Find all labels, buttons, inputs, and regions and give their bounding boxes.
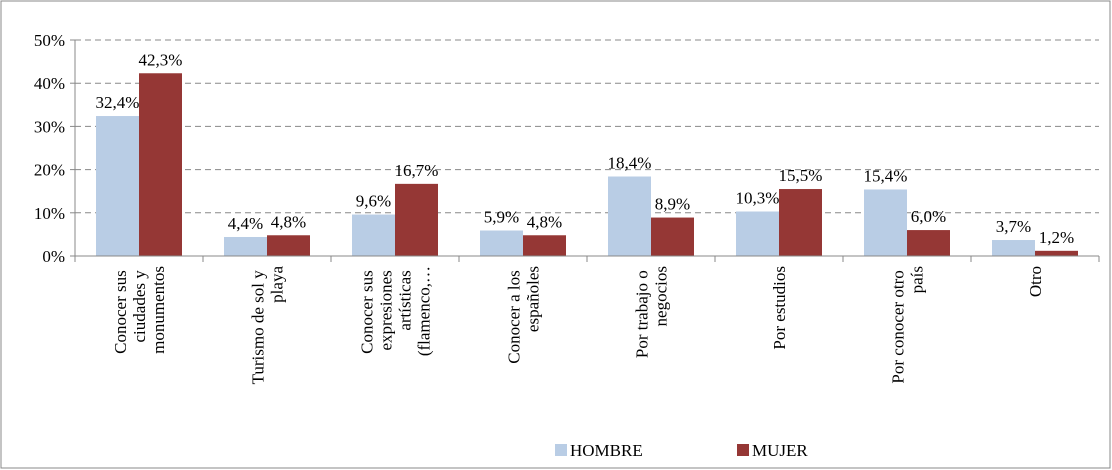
x-tick-label: Conocer sus ciudades y monumentos bbox=[111, 266, 168, 354]
value-label: 15,5% bbox=[779, 166, 823, 185]
y-tick-label: 10% bbox=[34, 204, 65, 223]
bar bbox=[395, 183, 438, 256]
value-label: 4,8% bbox=[527, 212, 562, 231]
legend-label: MUJER bbox=[752, 441, 808, 460]
value-label: 8,9% bbox=[655, 195, 690, 214]
value-label: 9,6% bbox=[356, 192, 391, 211]
bar bbox=[992, 240, 1035, 256]
value-label: 6,0% bbox=[911, 207, 946, 226]
x-tick-label: Por conocer otro país bbox=[889, 266, 927, 384]
bar bbox=[907, 230, 950, 256]
bar bbox=[523, 235, 566, 256]
y-tick-label: 40% bbox=[34, 74, 65, 93]
x-tick-label: Turismo de sol y playa bbox=[249, 266, 287, 385]
bar bbox=[224, 236, 267, 256]
value-label: 5,9% bbox=[484, 208, 519, 227]
bar bbox=[480, 230, 523, 256]
bar bbox=[267, 235, 310, 256]
x-tick-label: Conocer sus expresiones artísticas (flam… bbox=[358, 266, 434, 356]
x-tick-label: Conocer a los españoles bbox=[505, 266, 543, 364]
legend-label: HOMBRE bbox=[570, 441, 643, 460]
bar bbox=[352, 214, 395, 256]
bar bbox=[139, 73, 182, 256]
bar bbox=[651, 217, 694, 256]
legend-swatch bbox=[737, 444, 749, 456]
y-tick-label: 20% bbox=[34, 161, 65, 180]
value-label: 42,3% bbox=[139, 50, 183, 69]
y-tick-label: 50% bbox=[34, 31, 65, 50]
value-label: 16,7% bbox=[395, 161, 439, 180]
legend-swatch bbox=[555, 444, 567, 456]
x-tick-label: Por estudios bbox=[770, 266, 789, 350]
value-label: 15,4% bbox=[864, 166, 908, 185]
y-tick-label: 0% bbox=[42, 247, 65, 266]
x-tick-label: Por trabajo o negocios bbox=[633, 266, 671, 358]
value-label: 10,3% bbox=[736, 189, 780, 208]
bar bbox=[864, 189, 907, 256]
value-label: 1,2% bbox=[1039, 228, 1074, 247]
y-tick-label: 30% bbox=[34, 117, 65, 136]
value-label: 3,7% bbox=[996, 217, 1031, 236]
bar bbox=[96, 116, 139, 256]
value-label: 18,4% bbox=[608, 154, 652, 173]
bar bbox=[736, 211, 779, 256]
x-tick-label: Otro bbox=[1026, 266, 1045, 297]
value-label: 4,8% bbox=[271, 212, 306, 231]
bar bbox=[779, 189, 822, 256]
bar bbox=[1035, 250, 1078, 256]
bar bbox=[608, 176, 651, 256]
value-label: 4,4% bbox=[228, 214, 263, 233]
value-label: 32,4% bbox=[96, 93, 140, 112]
